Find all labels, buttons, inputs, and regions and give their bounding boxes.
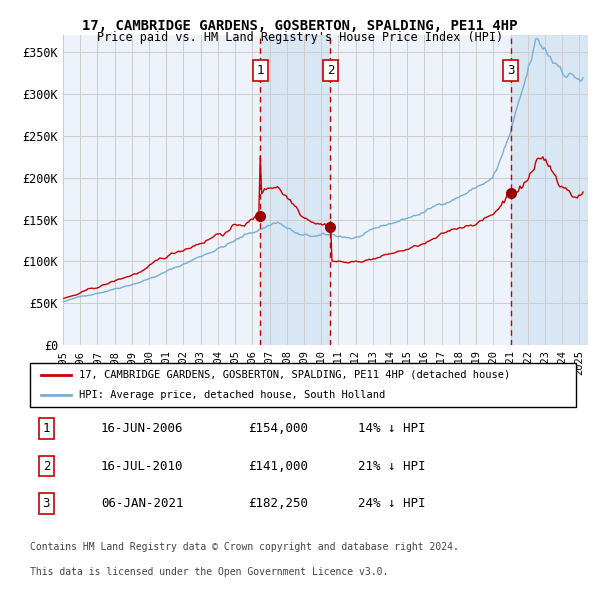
Text: 2: 2 [43,460,50,473]
Text: 21% ↓ HPI: 21% ↓ HPI [358,460,425,473]
Text: 24% ↓ HPI: 24% ↓ HPI [358,497,425,510]
Bar [511,35,588,345]
Text: Contains HM Land Registry data © Crown copyright and database right 2024.: Contains HM Land Registry data © Crown c… [30,542,459,552]
Text: £154,000: £154,000 [248,422,308,435]
Text: 1: 1 [43,422,50,435]
Text: 17, CAMBRIDGE GARDENS, GOSBERTON, SPALDING, PE11 4HP: 17, CAMBRIDGE GARDENS, GOSBERTON, SPALDI… [82,19,518,33]
Text: 16-JUL-2010: 16-JUL-2010 [101,460,184,473]
Bar [260,35,331,345]
Text: 3: 3 [507,64,515,77]
Text: 06-JAN-2021: 06-JAN-2021 [101,497,184,510]
Text: 1: 1 [257,64,264,77]
Text: 17, CAMBRIDGE GARDENS, GOSBERTON, SPALDING, PE11 4HP (detached house): 17, CAMBRIDGE GARDENS, GOSBERTON, SPALDI… [79,370,511,380]
Text: 3: 3 [43,497,50,510]
Text: 2: 2 [327,64,334,77]
Text: Price paid vs. HM Land Registry's House Price Index (HPI): Price paid vs. HM Land Registry's House … [97,31,503,44]
Text: £141,000: £141,000 [248,460,308,473]
FancyBboxPatch shape [30,363,576,407]
Text: £182,250: £182,250 [248,497,308,510]
Text: 16-JUN-2006: 16-JUN-2006 [101,422,184,435]
Text: 14% ↓ HPI: 14% ↓ HPI [358,422,425,435]
Text: This data is licensed under the Open Government Licence v3.0.: This data is licensed under the Open Gov… [30,567,388,577]
Text: HPI: Average price, detached house, South Holland: HPI: Average price, detached house, Sout… [79,390,385,400]
